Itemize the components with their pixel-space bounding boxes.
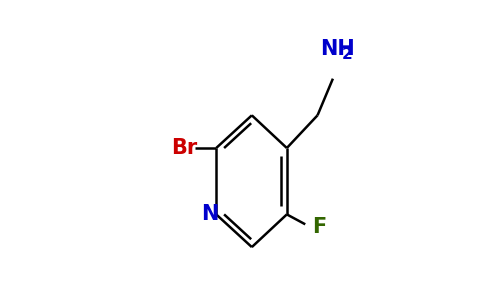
Text: F: F xyxy=(312,217,327,237)
Text: N: N xyxy=(201,204,218,224)
Text: Br: Br xyxy=(171,138,197,158)
Text: 2: 2 xyxy=(342,47,353,62)
Text: NH: NH xyxy=(320,39,355,59)
